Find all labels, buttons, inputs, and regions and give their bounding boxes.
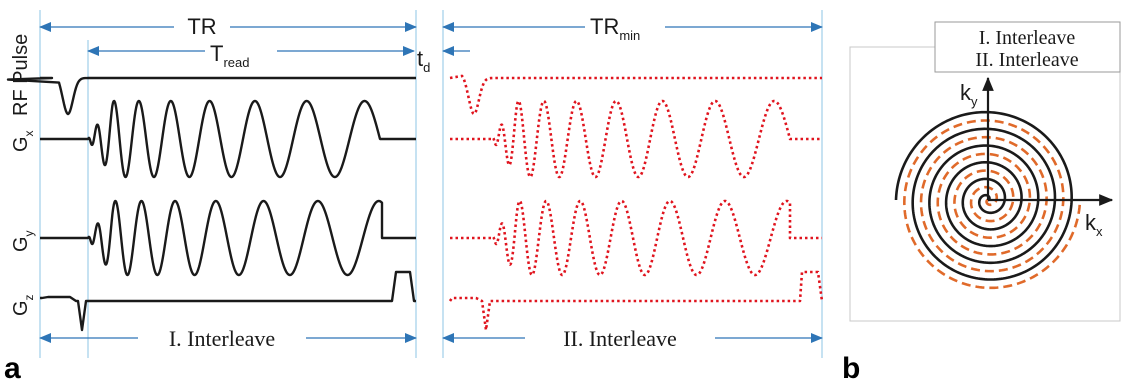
kspace-legend-box [934,21,1121,73]
kspace-spirals [894,110,1082,290]
timing-arrows [39,22,823,343]
kspace-legend-1: I. Interleave [979,27,1076,49]
panel-b-label: b [842,352,860,384]
rf-pulse-1 [6,76,416,116]
interleave-2-label: II. Interleave [563,326,677,351]
channel-labels: RF Pulse Gx Gy Gz [10,34,36,316]
rf-pulse-label: RF Pulse [10,34,32,116]
gz-label: Gz [10,294,36,316]
guide-lines [39,10,823,358]
interleave-1-label: I. Interleave [169,326,275,351]
spiral-interleave-2 [903,119,1082,290]
trmin-label: TRmin [590,14,640,43]
gx-waveform-2 [450,99,822,179]
kspace-legend-2: II. Interleave [975,49,1078,71]
spiral-interleave-1 [894,110,1073,281]
gx-waveform-1 [40,99,416,179]
rf-pulse-2 [449,74,822,116]
gy-waveform-1 [40,199,416,277]
tread-label: Tread [210,41,249,70]
panel-a-label: a [4,352,21,384]
td-label: td [417,46,430,75]
kx-label: kx [1085,210,1103,239]
ky-label: ky [960,80,978,109]
waveforms [6,74,824,332]
gz-waveform-1 [40,270,416,332]
gx-label: Gx [10,130,36,152]
gz-waveform-2 [448,270,824,332]
tr-label: TR [187,14,216,39]
gy-waveform-2 [450,199,822,277]
timing-labels: TR Tread td TRmin I. Interleave II. Inte… [169,14,677,351]
gy-label: Gy [10,230,36,252]
